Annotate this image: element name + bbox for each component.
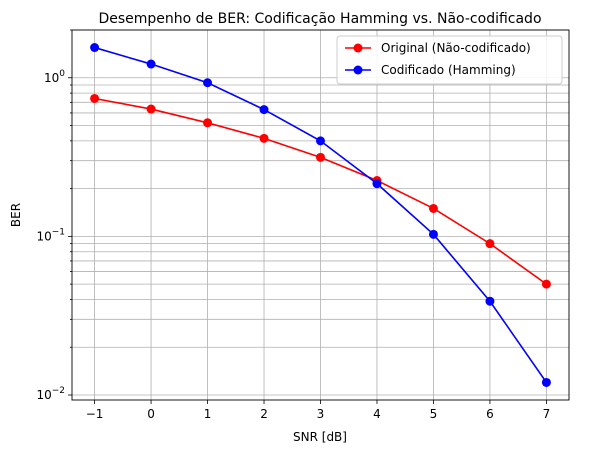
legend-marker [353,43,363,53]
y-axis-label: BER [9,203,23,227]
y-axis: 10−2 10−1 100 [36,29,72,402]
x-axis-label: SNR [dB] [293,430,347,444]
data-point [90,43,100,53]
data-point [485,296,495,306]
x-tick-label: 1 [204,407,212,421]
grid [72,29,569,400]
legend-label: Codificado (Hamming) [381,63,516,77]
series-hamming [90,43,551,387]
x-tick-label: 5 [430,407,438,421]
legend-marker [353,65,363,75]
y-tick-label: 100 [44,69,65,85]
chart-title: Desempenho de BER: Codificação Hamming v… [98,11,541,27]
series-original [90,93,551,289]
data-point [316,152,325,162]
x-tick-label: 3 [317,407,325,421]
data-point [372,179,382,189]
x-tick-label: 6 [486,407,494,421]
series-layer [90,43,551,387]
data-point [203,118,213,128]
x-tick-label: 0 [147,407,155,421]
data-point [146,104,156,114]
x-tick-label: −1 [86,407,104,421]
x-axis: −1 0 1 2 3 4 5 6 7 [86,400,550,421]
x-tick-label: 7 [543,407,551,421]
data-point [541,279,551,289]
legend: Original (Não-codificado) Codificado (Ham… [336,35,563,85]
legend-label: Original (Não-codificado) [381,41,531,55]
data-point [259,105,269,115]
x-tick-label: 4 [373,407,381,421]
y-tick-label: 10−1 [36,227,65,243]
data-point [146,59,156,69]
data-point [90,93,100,103]
y-tick-label: 10−2 [36,386,65,402]
data-point [541,377,551,387]
x-tick-label: 2 [260,407,268,421]
data-point [428,203,438,213]
data-point [428,229,438,239]
data-point [259,133,269,143]
data-point [316,136,325,146]
data-point [203,78,213,88]
data-point [485,239,495,249]
legend-box [336,35,563,85]
